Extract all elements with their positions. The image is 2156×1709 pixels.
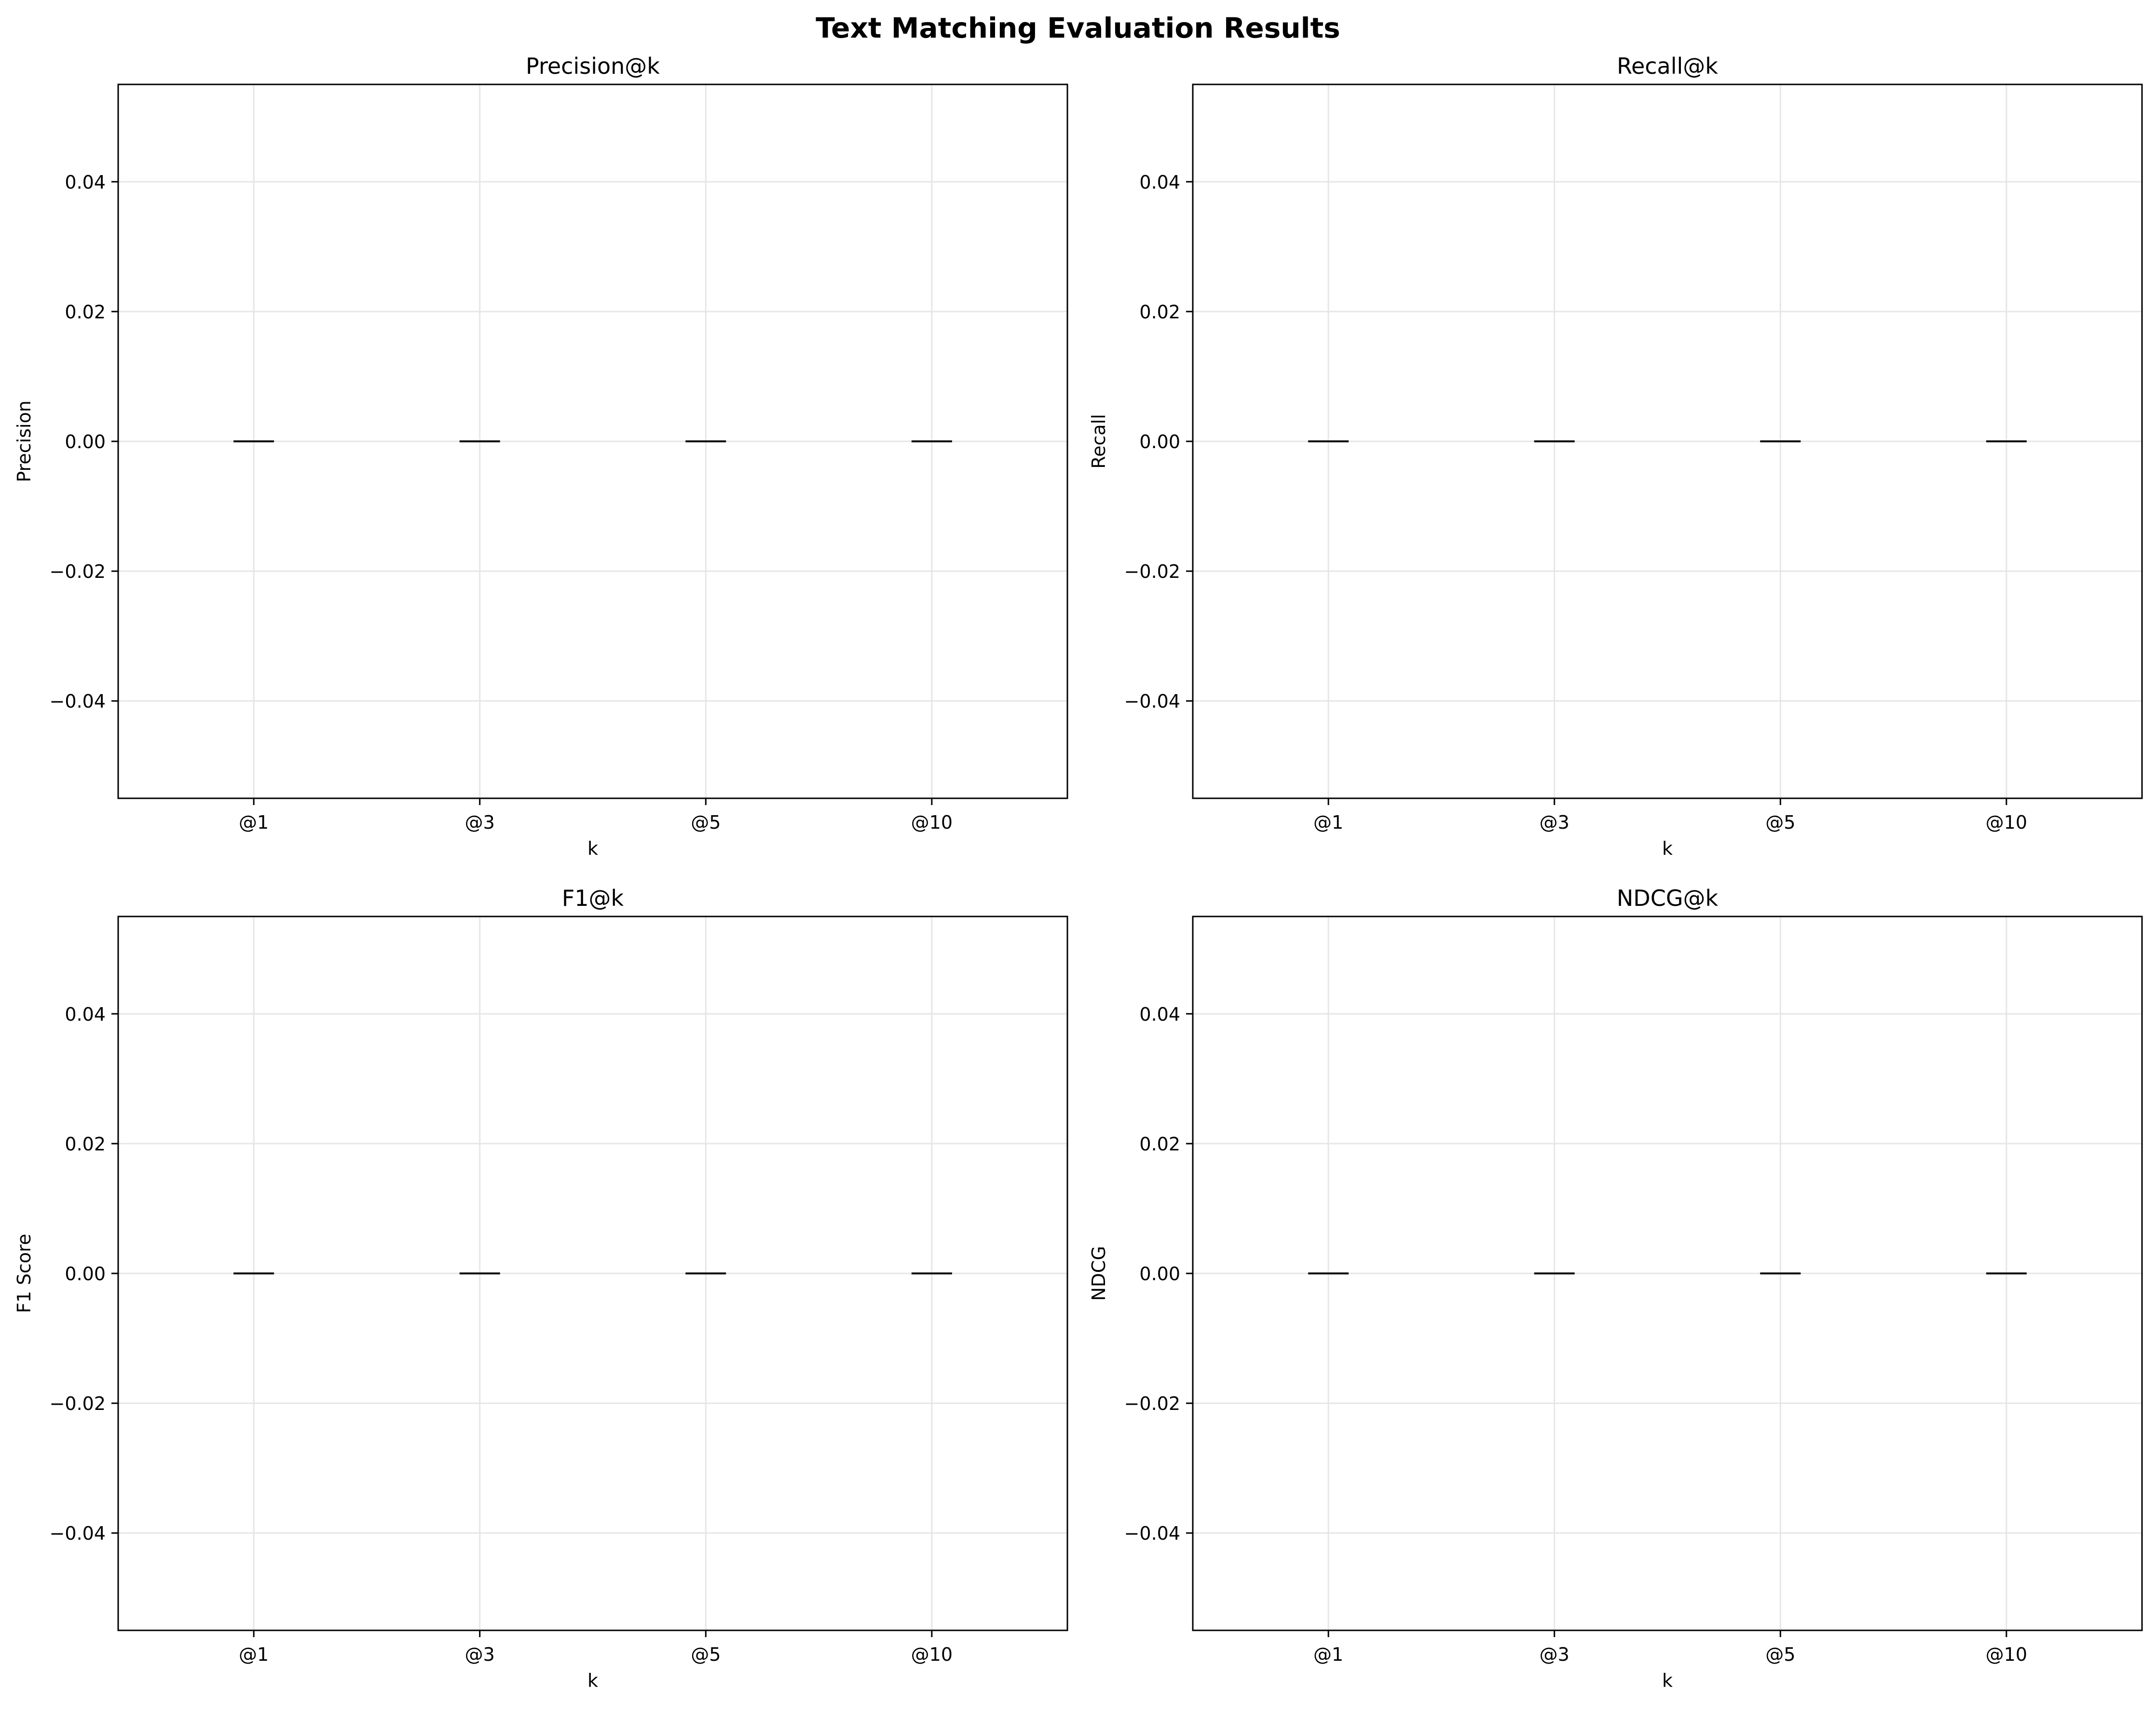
x-tick-label: @1 [1313,1644,1343,1665]
x-tick-label: @10 [1986,812,2027,833]
y-tick-label: −0.02 [50,561,106,582]
y-tick-label: −0.04 [1124,691,1180,712]
subplot-title: Precision@k [526,53,660,79]
y-tick-label: −0.04 [50,1523,106,1544]
x-tick-label: @1 [1313,812,1343,833]
x-tick-label: @5 [1765,812,1795,833]
y-tick-label: 0.02 [65,301,106,323]
y-axis-label: Precision [14,400,35,482]
x-tick-label: @10 [1986,1644,2027,1665]
y-tick-label: 0.04 [65,1004,106,1025]
x-axis-label: k [1662,838,1673,859]
y-tick-label: 0.04 [1139,172,1180,193]
x-axis-label: k [587,838,598,859]
x-tick-label: @3 [465,812,495,833]
x-tick-label: @3 [1540,1644,1569,1665]
subplot-3: −0.04 −0.02 0.00 0.02 0.04 @1 @3 @5 @10 F1@k k F1 S… [14,885,1068,1691]
y-axis-label: Recall [1088,414,1109,468]
y-tick-label: 0.04 [1139,1004,1180,1025]
x-tick-label: @10 [911,812,953,833]
x-tick-label: @3 [1540,812,1569,833]
y-tick-label: 0.00 [65,431,106,452]
x-tick-label: @10 [911,1644,953,1665]
y-tick-label: 0.02 [1139,301,1180,323]
figure-title: Text Matching Evaluation Results [816,12,1340,44]
y-tick-label: 0.02 [1139,1134,1180,1155]
subplot-4: −0.04 −0.02 0.00 0.02 0.04 @1 @3 @5 @10 NDCG@k k ND… [1088,885,2143,1691]
x-axis-label: k [587,1670,598,1691]
y-tick-label: −0.02 [1124,561,1180,582]
y-tick-label: −0.02 [1124,1393,1180,1414]
y-tick-label: 0.00 [65,1263,106,1285]
subplot-2: −0.04 −0.02 0.00 0.02 0.04 @1 @3 @5 @10 Recall@k k… [1088,53,2143,859]
subplot-grid: −0.04 −0.02 0.00 0.02 0.04 @1 @3 @5 @10 Precision… [14,53,2143,1691]
x-tick-label: @5 [691,812,721,833]
x-axis-label: k [1662,1670,1673,1691]
x-tick-label: @5 [691,1644,721,1665]
y-axis-label: F1 Score [14,1234,35,1313]
subplot-1: −0.04 −0.02 0.00 0.02 0.04 @1 @3 @5 @10 Precision… [14,53,1068,859]
subplot-title: NDCG@k [1617,885,1719,911]
subplot-title: Recall@k [1617,53,1718,79]
y-tick-label: 0.02 [65,1134,106,1155]
x-tick-label: @1 [239,812,269,833]
y-tick-label: −0.04 [50,691,106,712]
y-tick-label: −0.02 [50,1393,106,1414]
x-tick-label: @5 [1765,1644,1795,1665]
y-tick-label: 0.04 [65,172,106,193]
y-tick-label: 0.00 [1139,431,1180,452]
subplot-title: F1@k [562,885,624,911]
x-tick-label: @1 [239,1644,269,1665]
y-axis-label: NDCG [1088,1246,1109,1301]
y-tick-label: −0.04 [1124,1523,1180,1544]
x-tick-label: @3 [465,1644,495,1665]
y-tick-label: 0.00 [1139,1263,1180,1285]
